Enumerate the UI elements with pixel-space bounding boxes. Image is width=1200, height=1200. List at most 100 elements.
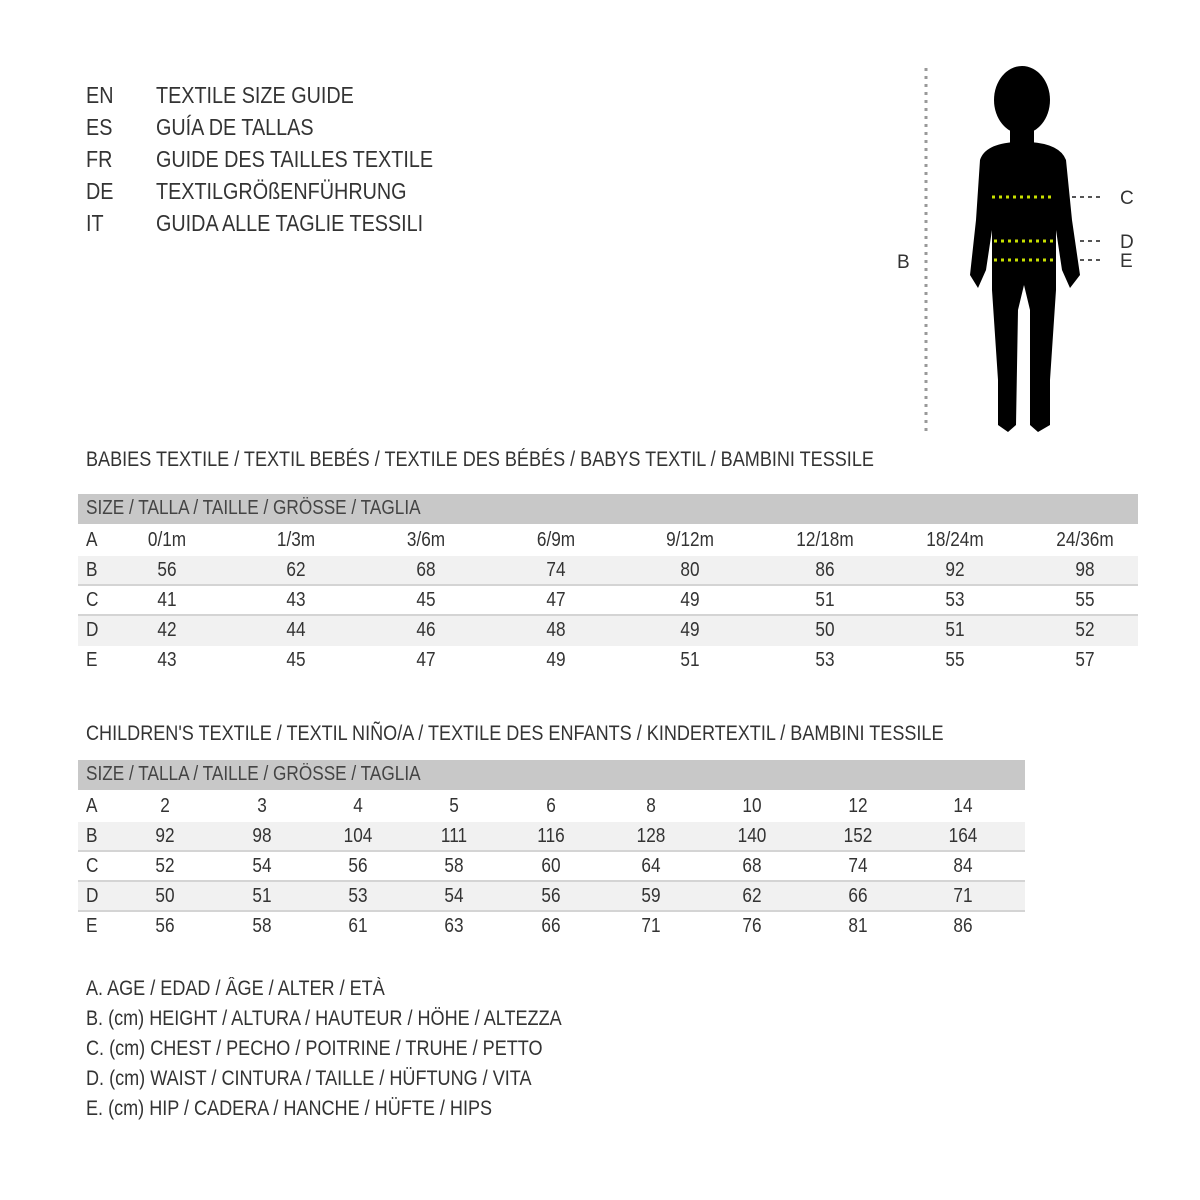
table-cell: 128 — [636, 825, 666, 847]
row-label: C — [86, 855, 99, 877]
guide-title: GUIDA ALLE TAGLIE TESSILI — [156, 210, 424, 236]
table-cell: 45 — [286, 649, 306, 671]
table-cell: 92 — [945, 559, 965, 581]
row-label: D — [86, 619, 99, 641]
table-cell: 71 — [641, 915, 661, 937]
babies-table-title: BABIES TEXTILE / TEXTIL BEBÉS / TEXTILE … — [86, 448, 874, 471]
table-cell: 2 — [160, 795, 170, 817]
row-label: E — [86, 915, 98, 937]
table-cell: 50 — [815, 619, 835, 641]
guide-title: TEXTILGRÖßENFÜHRUNG — [156, 178, 407, 204]
table-cell: 86 — [815, 559, 835, 581]
table-cell: 62 — [742, 885, 762, 907]
label-e: E — [1120, 251, 1133, 272]
table-cell: 1/3m — [276, 529, 316, 551]
table-cell: 98 — [252, 825, 272, 847]
table-cell: 42 — [157, 619, 177, 641]
table-cell: 53 — [815, 649, 835, 671]
table-cell: 51 — [252, 885, 272, 907]
table-cell: 54 — [252, 855, 272, 877]
measurement-markers — [992, 195, 1056, 262]
table-cell: 6/9m — [536, 529, 576, 551]
table-cell: 74 — [546, 559, 566, 581]
table-cell: 3 — [257, 795, 267, 817]
table-cell: 18/24m — [926, 529, 984, 551]
table-cell: 4 — [353, 795, 363, 817]
table-row: C 52 54 56 58 60 64 68 74 84 — [78, 852, 1025, 882]
table-row: E 56 58 61 63 66 71 76 81 86 — [78, 912, 1025, 942]
table-cell: 10 — [742, 795, 762, 817]
table-cell: 98 — [1075, 559, 1095, 581]
table-cell: 62 — [286, 559, 306, 581]
table-cell: 116 — [537, 825, 565, 847]
legend-item: B. (cm) HEIGHT / ALTURA / HAUTEUR / HÖHE… — [86, 1007, 562, 1030]
language-code: DE — [86, 178, 114, 204]
table-cell: 63 — [444, 915, 464, 937]
label-d: D — [1120, 232, 1134, 253]
table-cell: 140 — [737, 825, 767, 847]
label-b: B — [897, 252, 910, 273]
silhouette-icon — [970, 66, 1080, 432]
table-cell: 76 — [742, 915, 762, 937]
table-row: D 50 51 53 54 56 59 62 66 71 — [78, 882, 1025, 912]
table-cell: 92 — [155, 825, 175, 847]
table-cell: 46 — [416, 619, 436, 641]
table-cell: 53 — [348, 885, 368, 907]
table-cell: 5 — [449, 795, 459, 817]
table-cell: 60 — [541, 855, 561, 877]
table-cell: 8 — [646, 795, 656, 817]
table-cell: 59 — [641, 885, 661, 907]
legend-item: E. (cm) HIP / CADERA / HANCHE / HÜFTE / … — [86, 1097, 493, 1120]
row-label: A — [86, 795, 98, 817]
row-label: A — [86, 529, 98, 551]
table-cell: 6 — [546, 795, 556, 817]
table-cell: 53 — [945, 589, 965, 611]
table-cell: 68 — [416, 559, 436, 581]
table-cell: 45 — [416, 589, 436, 611]
table-row: A 2 3 4 5 6 8 10 12 14 — [78, 792, 1025, 822]
table-cell: 3/6m — [406, 529, 446, 551]
table-cell: 43 — [286, 589, 306, 611]
table-cell: 48 — [546, 619, 566, 641]
table-row: D 42 44 46 48 49 50 51 52 — [78, 616, 1138, 646]
table-cell: 52 — [155, 855, 175, 877]
guide-title: TEXTILE SIZE GUIDE — [156, 82, 354, 108]
row-label: C — [86, 589, 99, 611]
table-header: SIZE / TALLA / TAILLE / GRÖSSE / TAGLIA — [78, 760, 1025, 790]
table-cell: 56 — [157, 559, 177, 581]
table-cell: 61 — [348, 915, 368, 937]
row-label: B — [86, 825, 98, 847]
legend-item: C. (cm) CHEST / PECHO / POITRINE / TRUHE… — [86, 1037, 543, 1060]
guide-title: GUÍA DE TALLAS — [156, 114, 314, 140]
table-cell: 66 — [848, 885, 868, 907]
table-row: B 92 98 104 111 116 128 140 152 164 — [78, 822, 1025, 852]
table-cell: 49 — [680, 619, 700, 641]
row-label: E — [86, 649, 98, 671]
legend-item: D. (cm) WAIST / CINTURA / TAILLE / HÜFTU… — [86, 1067, 532, 1090]
table-cell: 84 — [953, 855, 973, 877]
table-row: B 56 62 68 74 80 86 92 98 — [78, 556, 1138, 586]
table-cell: 68 — [742, 855, 762, 877]
table-cell: 47 — [546, 589, 566, 611]
table-row: A 0/1m 1/3m 3/6m 6/9m 9/12m 12/18m 18/24m 24/36m — [78, 526, 1138, 556]
table-cell: 51 — [680, 649, 700, 671]
child-silhouette-figure: B C D E — [897, 66, 1134, 432]
children-size-table: SIZE / TALLA / TAILLE / GRÖSSE / TAGLIA A… — [78, 760, 1025, 940]
label-c: C — [1120, 188, 1134, 209]
table-cell: 51 — [945, 619, 965, 641]
legend-item: A. AGE / EDAD / ÂGE / ALTER / ETÀ — [86, 977, 385, 1000]
row-label: B — [86, 559, 98, 581]
table-cell: 55 — [945, 649, 965, 671]
table-cell: 56 — [541, 885, 561, 907]
table-row: E 43 45 47 49 51 53 55 57 — [78, 646, 1138, 676]
babies-size-table: SIZE / TALLA / TAILLE / GRÖSSE / TAGLIA A… — [78, 494, 1138, 674]
table-cell: 54 — [444, 885, 464, 907]
table-cell: 57 — [1075, 649, 1095, 671]
table-cell: 152 — [843, 825, 873, 847]
table-cell: 47 — [416, 649, 436, 671]
table-cell: 74 — [848, 855, 868, 877]
row-label: D — [86, 885, 99, 907]
table-cell: 81 — [848, 915, 868, 937]
language-code: EN — [86, 82, 114, 108]
table-cell: 0/1m — [147, 529, 187, 551]
